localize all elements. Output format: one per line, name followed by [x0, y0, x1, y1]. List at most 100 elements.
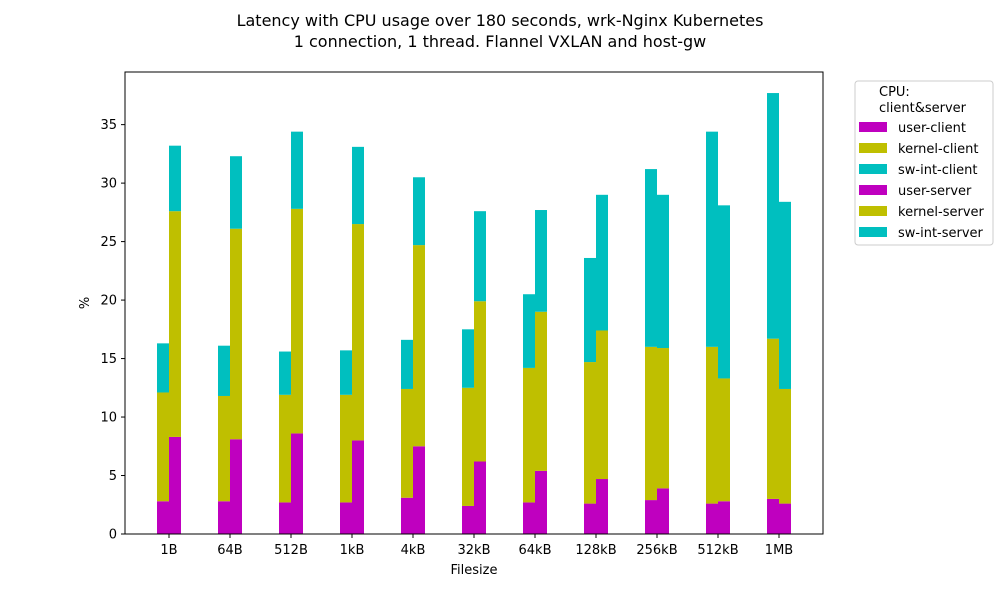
y-tick-label: 15	[100, 352, 117, 367]
x-tick-label: 128kB	[575, 543, 616, 558]
bar-sw-int-client-1kB	[340, 350, 352, 395]
bar-user-client-512kB	[706, 503, 718, 534]
bar-user-server-1B	[169, 436, 181, 534]
bar-sw-int-server-512kB	[718, 205, 730, 379]
bar-user-client-4kB	[401, 497, 413, 534]
legend-swatch-user-client	[859, 122, 887, 132]
bar-sw-int-server-1B	[169, 145, 181, 212]
bar-sw-int-client-64kB	[523, 294, 535, 368]
bar-sw-int-server-512B	[291, 131, 303, 209]
bar-sw-int-client-128kB	[584, 257, 596, 363]
bar-kernel-client-4kB	[401, 388, 413, 498]
legend-swatch-sw-int-client	[859, 164, 887, 174]
x-axis-label: Filesize	[451, 563, 498, 578]
bar-kernel-client-1MB	[767, 338, 779, 499]
bar-user-server-128kB	[596, 479, 608, 534]
bar-kernel-client-64B	[218, 395, 230, 502]
y-tick-label: 5	[109, 469, 117, 484]
bar-user-client-64B	[218, 501, 230, 534]
legend-title-line2: client&server	[879, 101, 967, 116]
bar-user-client-32kB	[462, 505, 474, 534]
x-tick-label: 4kB	[401, 543, 426, 558]
x-tick-label: 32kB	[458, 543, 491, 558]
x-axis: 1B 64B 512B 1kB 4kB 32kB 64kB 128kB 256kB 512kB 1M…	[160, 534, 793, 558]
bar-sw-int-server-64kB	[535, 210, 547, 312]
bar-kernel-client-256kB	[645, 346, 657, 501]
bar-kernel-client-1B	[157, 392, 169, 502]
legend-label-user-client: user-client	[898, 121, 966, 136]
legend-label-sw-int-server: sw-int-server	[898, 226, 984, 241]
bar-kernel-server-4kB	[413, 245, 425, 447]
bar-user-client-64kB	[523, 502, 535, 534]
bar-user-server-256kB	[657, 488, 669, 534]
y-axis: 0 5 10 15 20 25 30 35	[100, 118, 125, 543]
legend-swatch-kernel-server	[859, 206, 887, 216]
x-tick-label: 1MB	[765, 543, 793, 558]
bar-user-server-64B	[230, 439, 242, 534]
bar-kernel-server-128kB	[596, 330, 608, 480]
bar-kernel-client-128kB	[584, 362, 596, 504]
legend-swatch-sw-int-server	[859, 227, 887, 237]
chart-title-line2: 1 connection, 1 thread. Flannel VXLAN an…	[294, 32, 707, 51]
y-tick-label: 0	[109, 528, 117, 543]
bar-sw-int-server-1MB	[779, 201, 791, 389]
bar-sw-int-client-512B	[279, 351, 291, 395]
bar-sw-int-client-256kB	[645, 169, 657, 347]
legend-label-sw-int-client: sw-int-client	[898, 163, 977, 178]
legend-swatch-user-server	[859, 185, 887, 195]
bar-user-server-64kB	[535, 470, 547, 534]
bar-sw-int-client-1B	[157, 343, 169, 393]
bar-user-server-4kB	[413, 446, 425, 534]
legend-label-kernel-server: kernel-server	[898, 205, 985, 220]
y-axis-label: %	[78, 297, 93, 309]
legend-label-kernel-client: kernel-client	[898, 142, 978, 157]
y-tick-label: 10	[100, 411, 117, 426]
bar-sw-int-server-4kB	[413, 177, 425, 246]
bar-kernel-server-32kB	[474, 301, 486, 462]
y-tick-label: 20	[100, 294, 117, 309]
legend-swatch-kernel-client	[859, 143, 887, 153]
legend-frame	[854, 80, 994, 246]
bar-user-client-1B	[157, 501, 169, 534]
x-tick-label: 1kB	[340, 543, 365, 558]
bar-user-server-512B	[291, 433, 303, 534]
x-tick-label: 64B	[217, 543, 242, 558]
bar-sw-int-client-512kB	[706, 131, 718, 347]
bar-sw-int-server-64B	[230, 156, 242, 229]
bar-kernel-server-1kB	[352, 224, 364, 441]
bar-sw-int-server-1kB	[352, 146, 364, 225]
plot-frame	[124, 71, 824, 535]
bar-sw-int-client-64B	[218, 345, 230, 396]
x-tick-label: 1B	[160, 543, 177, 558]
bar-user-server-1MB	[779, 503, 791, 534]
bar-kernel-server-1B	[169, 211, 181, 437]
y-tick-label: 25	[100, 235, 117, 250]
bar-user-client-256kB	[645, 500, 657, 534]
bar-kernel-server-64kB	[535, 311, 547, 471]
bar-kernel-server-64B	[230, 228, 242, 440]
legend-label-user-server: user-server	[898, 184, 972, 199]
bar-sw-int-client-4kB	[401, 339, 413, 389]
x-tick-label: 512kB	[697, 543, 738, 558]
bar-kernel-client-1kB	[340, 394, 352, 503]
bar-user-server-512kB	[718, 501, 730, 534]
bar-kernel-server-512kB	[718, 378, 730, 502]
y-tick-label: 35	[100, 118, 117, 133]
bar-sw-int-client-32kB	[462, 329, 474, 388]
bar-kernel-server-512B	[291, 208, 303, 434]
bar-kernel-client-32kB	[462, 387, 474, 506]
bar-kernel-server-256kB	[657, 348, 669, 489]
x-tick-label: 64kB	[519, 543, 552, 558]
bar-user-client-1MB	[767, 498, 779, 534]
bar-user-server-1kB	[352, 440, 364, 534]
bar-user-server-32kB	[474, 461, 486, 534]
bar-group	[157, 93, 791, 534]
bar-sw-int-client-1MB	[767, 93, 779, 339]
bar-sw-int-server-256kB	[657, 194, 669, 349]
bar-kernel-server-1MB	[779, 388, 791, 504]
bar-kernel-client-512kB	[706, 346, 718, 504]
legend-title-line1: CPU:	[879, 85, 910, 100]
bar-user-client-1kB	[340, 502, 352, 534]
bar-sw-int-server-32kB	[474, 211, 486, 302]
x-tick-label: 256kB	[636, 543, 677, 558]
